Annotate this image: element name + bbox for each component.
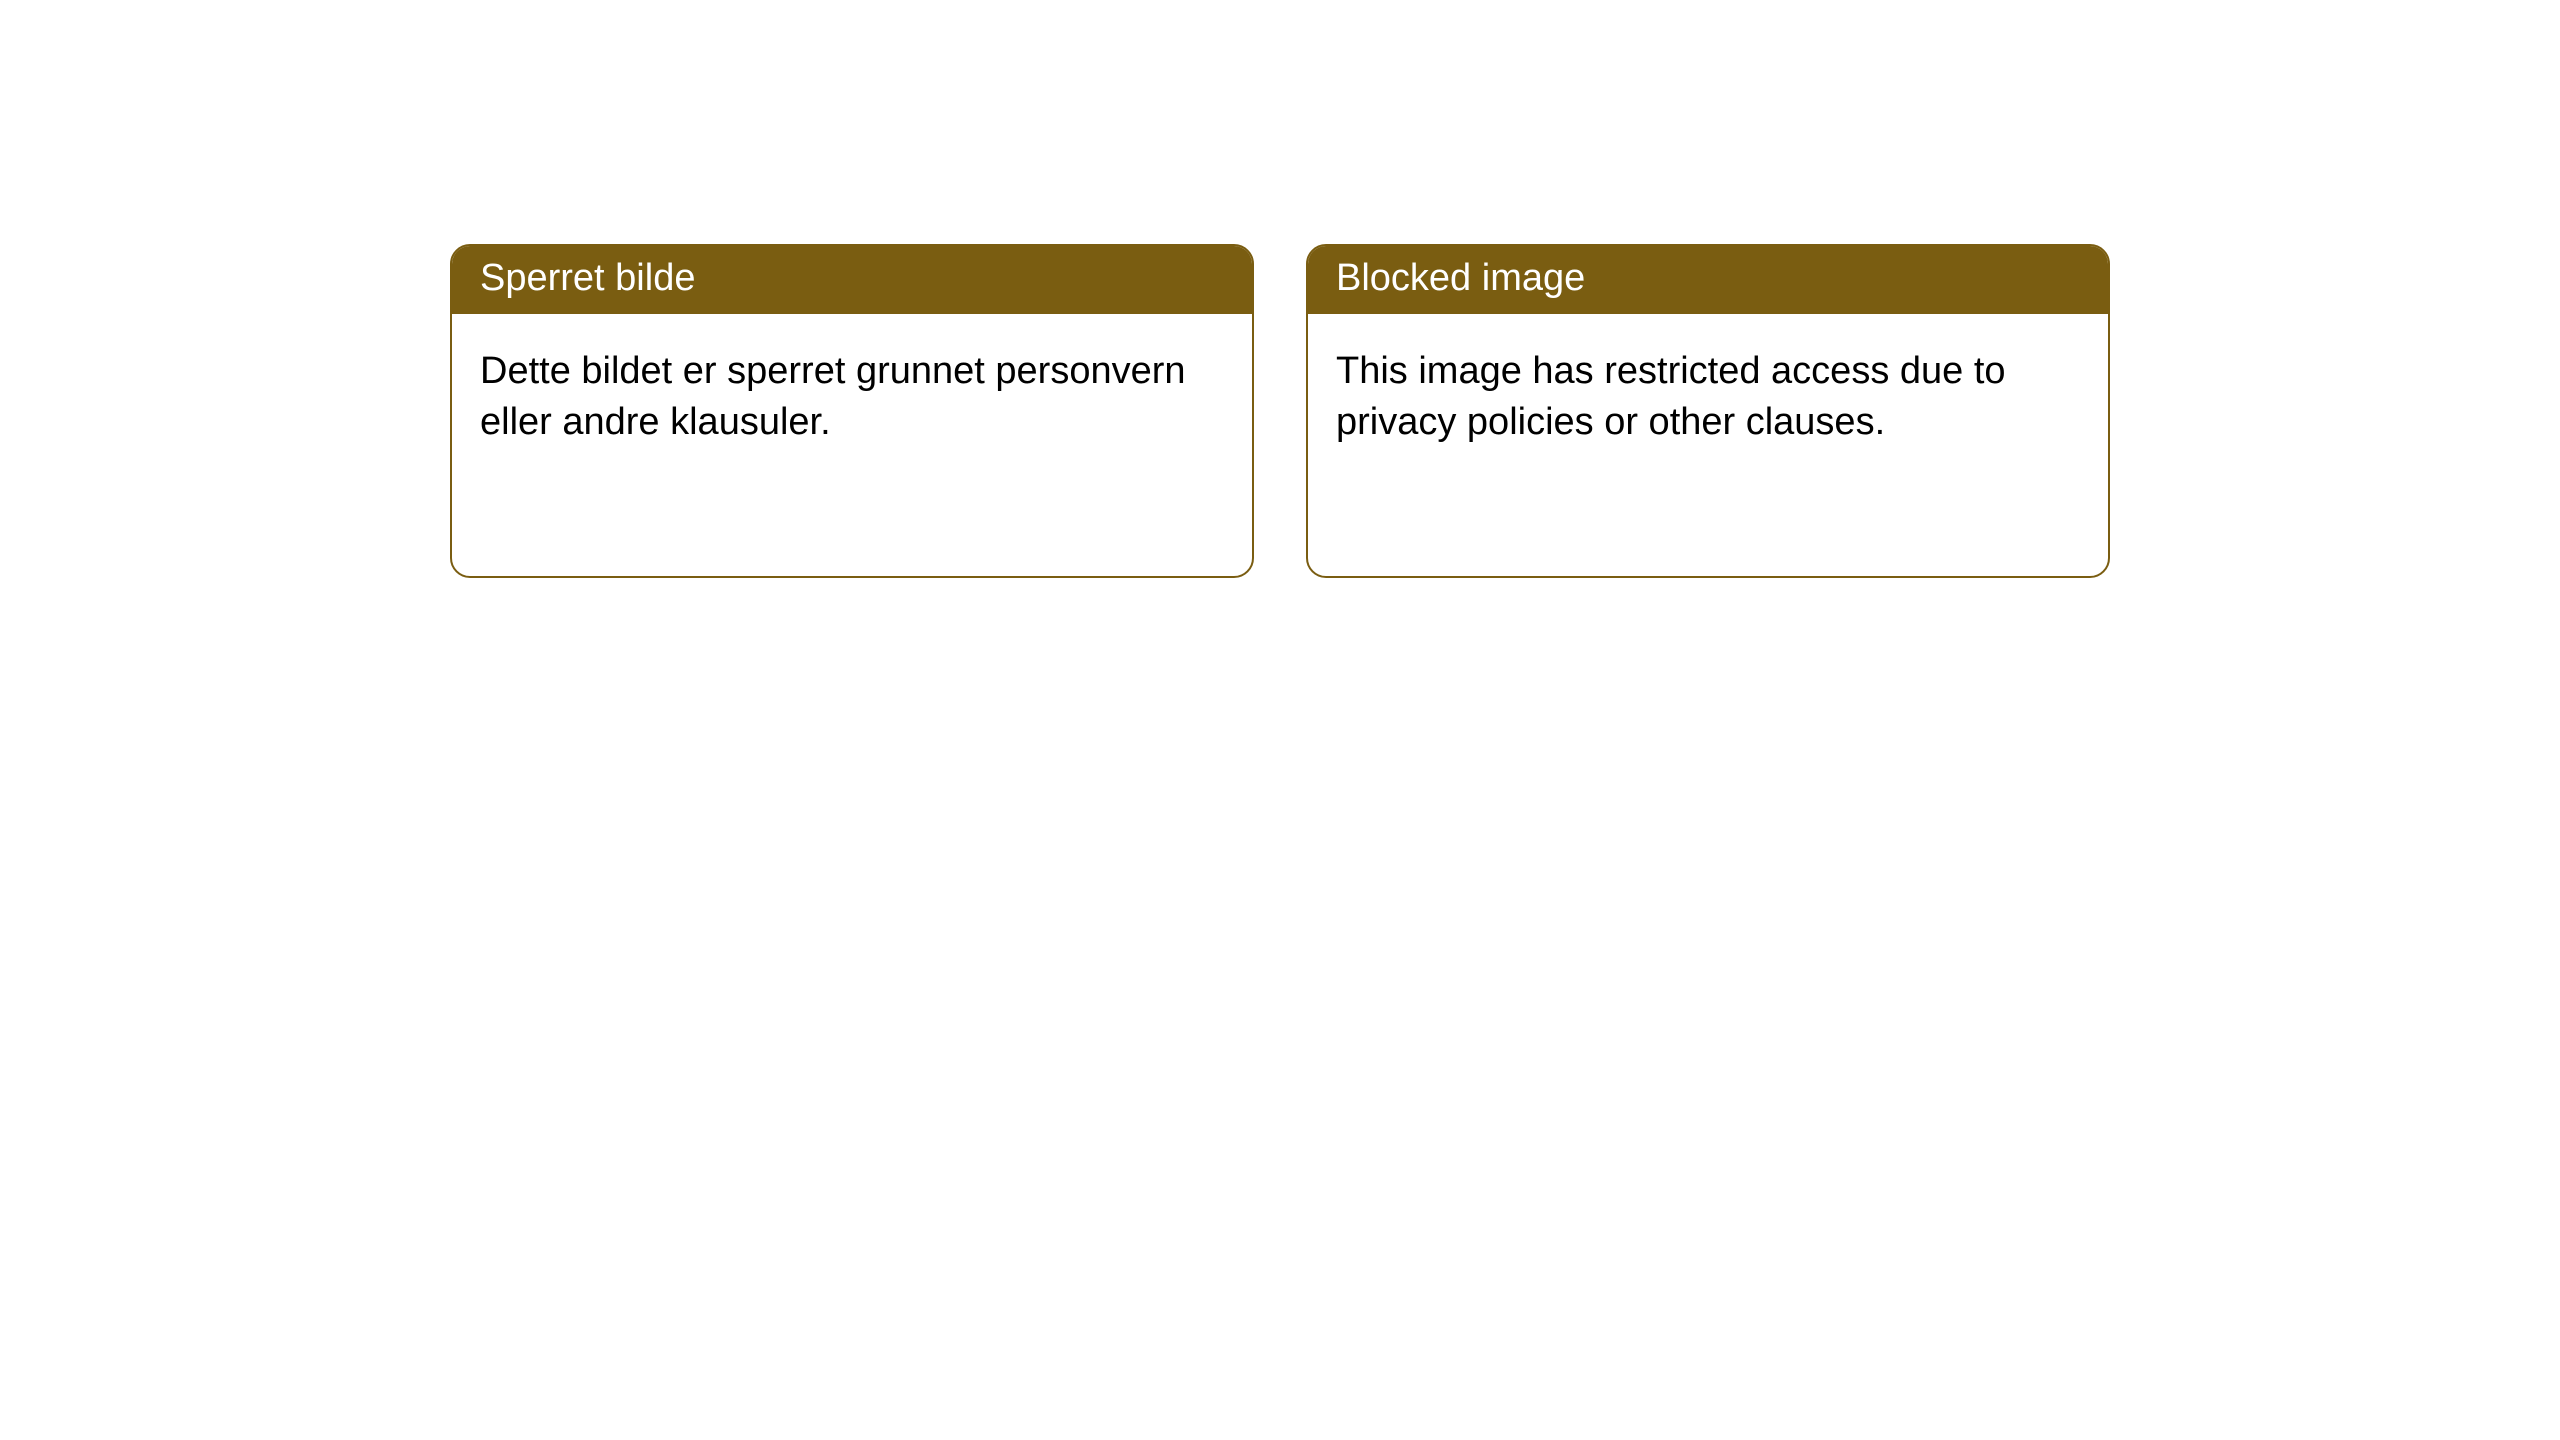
notice-card-body: Dette bildet er sperret grunnet personve… [452, 314, 1252, 477]
notice-card-title: Blocked image [1308, 246, 2108, 314]
notice-card-body: This image has restricted access due to … [1308, 314, 2108, 477]
notice-card-norwegian: Sperret bilde Dette bildet er sperret gr… [450, 244, 1254, 578]
notice-card-english: Blocked image This image has restricted … [1306, 244, 2110, 578]
notice-container: Sperret bilde Dette bildet er sperret gr… [0, 0, 2560, 578]
notice-card-title: Sperret bilde [452, 246, 1252, 314]
